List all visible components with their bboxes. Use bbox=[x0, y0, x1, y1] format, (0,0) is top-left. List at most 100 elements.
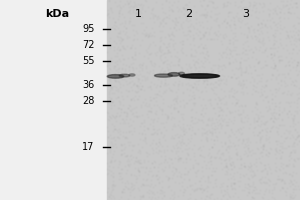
Point bbox=[108, 37, 112, 40]
Point bbox=[287, 36, 292, 40]
Point bbox=[245, 193, 250, 197]
Point bbox=[291, 196, 296, 199]
Point bbox=[272, 21, 276, 24]
Point bbox=[191, 64, 196, 67]
Point bbox=[211, 197, 216, 200]
Point bbox=[166, 67, 170, 70]
Point bbox=[212, 63, 217, 67]
Point bbox=[118, 102, 122, 106]
Point bbox=[174, 147, 179, 150]
Point bbox=[178, 146, 182, 149]
Point bbox=[195, 169, 200, 172]
Point bbox=[152, 130, 157, 134]
Point bbox=[117, 100, 122, 103]
Point bbox=[238, 81, 243, 84]
Point bbox=[203, 15, 208, 19]
Point bbox=[195, 72, 200, 75]
Point bbox=[135, 160, 140, 163]
Point bbox=[232, 27, 237, 30]
Point bbox=[262, 64, 267, 67]
Point bbox=[252, 3, 257, 7]
Point bbox=[244, 10, 249, 13]
Point bbox=[120, 180, 124, 183]
Point bbox=[171, 144, 176, 147]
Point bbox=[289, 42, 294, 45]
Point bbox=[168, 37, 172, 41]
Point bbox=[204, 195, 209, 198]
Point bbox=[271, 67, 276, 70]
Point bbox=[244, 78, 249, 81]
Point bbox=[178, 105, 183, 108]
Point bbox=[123, 165, 128, 168]
Point bbox=[290, 163, 295, 166]
Point bbox=[249, 163, 254, 167]
Point bbox=[118, 5, 123, 8]
Point bbox=[151, 41, 156, 44]
Point bbox=[158, 22, 163, 25]
Point bbox=[230, 111, 234, 114]
Point bbox=[140, 22, 145, 25]
Point bbox=[278, 0, 283, 2]
Point bbox=[192, 102, 197, 105]
Point bbox=[295, 33, 300, 36]
Point bbox=[230, 94, 234, 97]
Point bbox=[185, 12, 190, 16]
Point bbox=[221, 90, 226, 93]
Point bbox=[109, 190, 114, 193]
Point bbox=[197, 145, 202, 149]
Point bbox=[184, 74, 189, 77]
Point bbox=[280, 72, 285, 76]
Point bbox=[181, 190, 185, 194]
Point bbox=[148, 169, 153, 172]
Point bbox=[241, 173, 246, 176]
Point bbox=[224, 3, 229, 6]
Point bbox=[104, 167, 109, 171]
Point bbox=[212, 85, 217, 88]
Point bbox=[175, 20, 180, 23]
Point bbox=[218, 105, 223, 109]
Point bbox=[115, 79, 120, 82]
Point bbox=[277, 168, 282, 171]
Point bbox=[224, 161, 229, 165]
Point bbox=[160, 10, 165, 13]
Point bbox=[115, 34, 119, 37]
Point bbox=[261, 38, 266, 41]
Point bbox=[251, 174, 256, 177]
Point bbox=[162, 60, 167, 63]
Point bbox=[224, 25, 229, 29]
Point bbox=[109, 113, 114, 116]
Point bbox=[130, 184, 134, 187]
Point bbox=[191, 81, 196, 84]
Point bbox=[266, 162, 271, 165]
Point bbox=[291, 183, 296, 186]
Point bbox=[228, 41, 233, 45]
Point bbox=[173, 64, 178, 67]
Point bbox=[248, 164, 253, 167]
Point bbox=[260, 196, 265, 199]
Point bbox=[203, 104, 208, 107]
Point bbox=[272, 42, 277, 45]
Point bbox=[161, 136, 166, 139]
Point bbox=[188, 67, 192, 70]
Point bbox=[205, 123, 210, 126]
Point bbox=[214, 92, 218, 95]
Point bbox=[259, 119, 264, 122]
Point bbox=[286, 130, 290, 133]
Point bbox=[231, 171, 236, 175]
Point bbox=[144, 66, 148, 69]
Point bbox=[157, 143, 162, 146]
Point bbox=[241, 175, 246, 178]
Point bbox=[140, 64, 145, 67]
Point bbox=[227, 140, 232, 143]
Point bbox=[251, 120, 256, 123]
Point bbox=[209, 145, 214, 148]
Point bbox=[173, 151, 178, 154]
Point bbox=[134, 66, 138, 69]
Point bbox=[297, 108, 300, 112]
Point bbox=[262, 163, 267, 167]
Point bbox=[248, 185, 252, 188]
Point bbox=[253, 69, 258, 72]
Point bbox=[192, 37, 197, 40]
Point bbox=[165, 177, 170, 180]
Point bbox=[112, 76, 117, 80]
